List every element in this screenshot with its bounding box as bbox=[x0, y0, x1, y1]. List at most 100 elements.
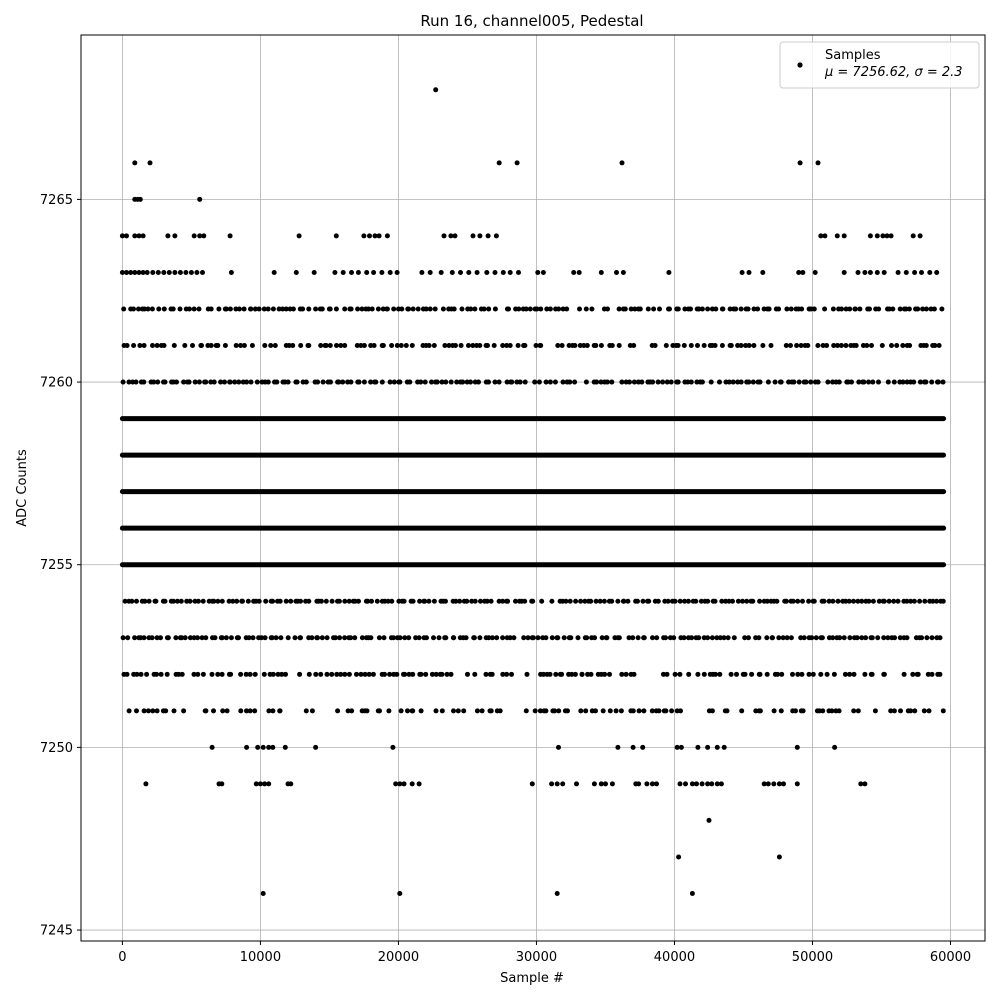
data-point bbox=[843, 306, 849, 312]
data-point bbox=[675, 343, 681, 349]
data-point bbox=[294, 379, 300, 385]
data-point bbox=[348, 635, 354, 641]
data-point bbox=[209, 671, 215, 677]
data-point bbox=[132, 635, 138, 641]
data-point bbox=[869, 671, 875, 677]
data-point bbox=[560, 306, 566, 312]
data-point bbox=[935, 379, 941, 385]
data-point bbox=[403, 343, 409, 349]
data-point bbox=[410, 671, 416, 677]
data-point bbox=[718, 781, 724, 787]
data-point bbox=[806, 671, 812, 677]
data-point bbox=[270, 671, 276, 677]
data-point bbox=[393, 781, 399, 787]
data-point bbox=[547, 379, 553, 385]
data-point bbox=[500, 343, 506, 349]
data-point bbox=[667, 306, 672, 312]
data-point bbox=[165, 233, 171, 239]
data-point bbox=[455, 708, 461, 714]
y-tick-label: 7255 bbox=[40, 558, 73, 573]
data-point bbox=[446, 343, 452, 349]
data-point bbox=[538, 343, 544, 349]
data-point bbox=[448, 233, 454, 239]
data-point bbox=[354, 343, 360, 349]
data-point bbox=[209, 744, 215, 750]
data-point bbox=[875, 635, 881, 641]
data-point bbox=[466, 343, 471, 349]
data-point bbox=[352, 635, 358, 641]
data-point bbox=[709, 635, 715, 641]
data-point bbox=[394, 343, 400, 349]
data-point bbox=[836, 708, 842, 714]
data-point bbox=[195, 671, 201, 677]
data-point bbox=[919, 270, 924, 275]
data-point bbox=[901, 671, 907, 677]
data-point bbox=[141, 379, 147, 385]
data-point bbox=[709, 781, 715, 787]
data-point bbox=[505, 598, 511, 604]
data-point bbox=[607, 671, 612, 677]
data-point bbox=[572, 379, 578, 385]
data-point bbox=[223, 306, 229, 312]
data-point bbox=[154, 708, 160, 714]
data-point bbox=[616, 306, 622, 312]
data-point bbox=[261, 306, 267, 312]
data-point bbox=[371, 343, 377, 349]
data-point bbox=[274, 379, 280, 385]
data-point bbox=[904, 379, 910, 385]
data-point bbox=[920, 306, 926, 312]
data-point bbox=[133, 379, 139, 385]
data-point bbox=[219, 598, 225, 604]
data-point bbox=[356, 598, 361, 604]
data-point bbox=[454, 379, 460, 385]
data-point bbox=[534, 306, 540, 312]
data-point bbox=[466, 270, 472, 275]
data-point bbox=[415, 306, 421, 312]
data-point bbox=[233, 306, 239, 312]
data-point bbox=[805, 343, 811, 349]
data-point bbox=[200, 671, 206, 677]
data-point bbox=[829, 708, 835, 714]
data-point bbox=[451, 708, 456, 714]
data-point bbox=[145, 306, 151, 312]
data-point bbox=[397, 891, 403, 896]
data-point bbox=[391, 635, 396, 641]
data-point bbox=[801, 635, 807, 641]
data-point bbox=[720, 306, 726, 312]
data-point bbox=[451, 635, 457, 641]
data-point bbox=[248, 379, 254, 385]
data-point bbox=[646, 598, 652, 604]
data-point bbox=[698, 598, 704, 604]
data-point bbox=[757, 708, 763, 714]
data-point bbox=[190, 343, 195, 349]
data-point bbox=[398, 343, 404, 349]
data-point bbox=[812, 270, 818, 275]
data-point bbox=[136, 270, 142, 275]
data-point bbox=[313, 744, 319, 750]
data-point bbox=[862, 781, 868, 787]
data-point bbox=[524, 671, 530, 677]
data-point bbox=[448, 379, 454, 385]
data-point bbox=[262, 343, 268, 349]
data-point bbox=[200, 598, 206, 604]
data-point bbox=[356, 379, 362, 385]
data-point bbox=[809, 635, 815, 641]
data-point bbox=[182, 635, 188, 641]
data-point bbox=[397, 379, 403, 385]
data-point bbox=[234, 598, 240, 604]
data-point bbox=[162, 379, 168, 385]
data-point bbox=[855, 270, 861, 275]
data-point bbox=[796, 270, 802, 275]
data-point bbox=[401, 781, 407, 787]
data-point bbox=[361, 233, 367, 239]
data-point bbox=[385, 598, 391, 604]
data-point bbox=[543, 379, 549, 385]
data-point bbox=[931, 306, 937, 312]
data-point bbox=[556, 306, 562, 312]
data-point bbox=[686, 671, 692, 677]
data-point bbox=[600, 708, 606, 714]
data-point bbox=[701, 343, 707, 349]
data-point bbox=[128, 270, 134, 275]
data-point bbox=[178, 598, 184, 604]
data-point bbox=[781, 781, 786, 787]
